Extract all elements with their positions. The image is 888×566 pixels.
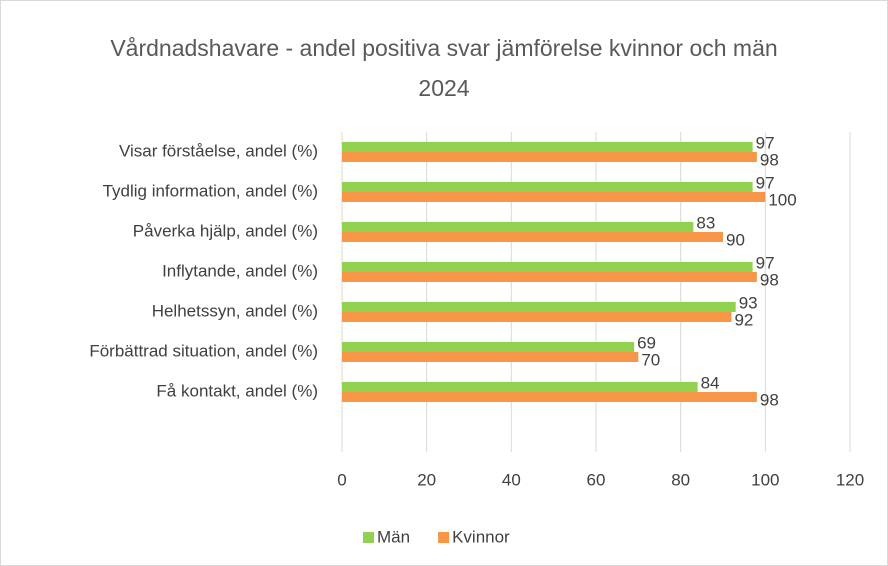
bar — [342, 182, 753, 192]
bar — [342, 342, 635, 352]
y-tick-label: Få kontakt, andel (%) — [156, 381, 318, 400]
bar — [342, 272, 757, 282]
x-tick-label: 60 — [587, 470, 606, 489]
legend-label: Män — [377, 527, 410, 546]
data-label: 100 — [768, 190, 796, 209]
y-tick-label: Påverka hjälp, andel (%) — [133, 221, 318, 240]
x-tick-label: 20 — [417, 470, 436, 489]
bar — [342, 392, 757, 402]
data-label: 98 — [760, 270, 779, 289]
y-tick-label: Helhetssyn, andel (%) — [152, 301, 318, 320]
bar — [342, 352, 639, 362]
data-label: 70 — [641, 350, 660, 369]
data-label: 97 — [756, 253, 775, 272]
data-label: 90 — [726, 230, 745, 249]
legend-label: Kvinnor — [452, 527, 510, 546]
x-tick-label: 80 — [671, 470, 690, 489]
y-tick-label: Inflytande, andel (%) — [162, 261, 318, 280]
data-label: 93 — [739, 293, 758, 312]
bar — [342, 222, 694, 232]
bar — [342, 302, 736, 312]
legend-swatch — [438, 532, 450, 543]
y-tick-label: Visar förståelse, andel (%) — [119, 141, 318, 160]
bar — [342, 262, 753, 272]
y-tick-label: Förbättrad situation, andel (%) — [89, 341, 318, 360]
data-label: 69 — [637, 333, 656, 352]
y-tick-label: Tydlig information, andel (%) — [103, 181, 318, 200]
x-tick-label: 0 — [337, 470, 346, 489]
data-label: 98 — [760, 150, 779, 169]
data-label: 83 — [696, 213, 715, 232]
x-tick-label: 120 — [836, 470, 864, 489]
x-tick-label: 40 — [502, 470, 521, 489]
bar — [342, 142, 753, 152]
bar — [342, 152, 757, 162]
legend-swatch — [363, 532, 374, 543]
data-label: 92 — [734, 310, 753, 329]
data-label: 97 — [756, 133, 775, 152]
data-label: 84 — [701, 373, 720, 392]
chart-title: Vårdnadshavare - andel positiva svar jäm… — [110, 35, 778, 101]
data-label: 98 — [760, 390, 779, 409]
bar — [342, 192, 766, 202]
bar — [342, 312, 732, 322]
x-tick-label: 100 — [751, 470, 779, 489]
data-label: 97 — [756, 173, 775, 192]
bar — [342, 382, 698, 392]
bar — [342, 232, 723, 242]
